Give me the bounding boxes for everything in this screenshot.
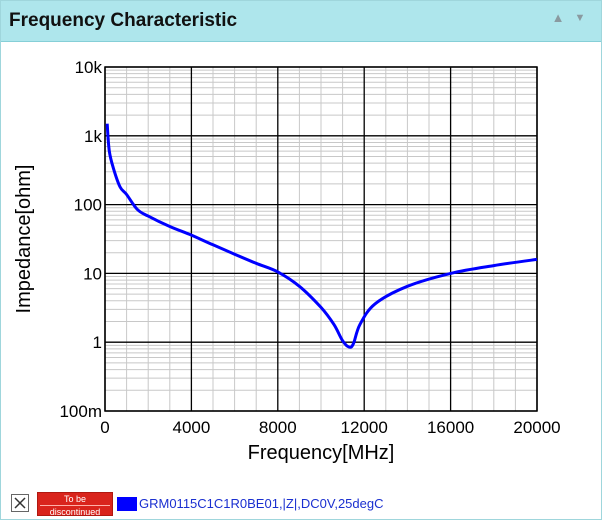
panel-title: Frequency Characteristic <box>9 10 238 31</box>
x-tick-label: 8000 <box>259 418 297 437</box>
y-tick-label: 1 <box>93 333 102 352</box>
y-axis-label: Impedance[ohm] <box>13 165 35 314</box>
y-tick-label: 1k <box>84 127 102 146</box>
series-label[interactable]: GRM0115C1C1R0BE01,|Z|,DC0V,25degC <box>139 496 384 511</box>
menu-arrow-icon[interactable]: ▼ <box>574 12 586 24</box>
plot-frame <box>104 66 538 412</box>
legend: To be discontinued GRM0115C1C1R0BE01,|Z|… <box>11 492 601 517</box>
x-tick-label: 16000 <box>427 418 474 437</box>
series-line <box>105 123 538 349</box>
close-x-icon[interactable] <box>11 494 29 512</box>
impedance-chart: 100m 1 10 100 1k 10k 0 4000 8000 12000 16000 20000 F… <box>13 58 561 464</box>
y-tick-label: 10k <box>75 58 103 77</box>
panel-header: Frequency Characteristic ▲ ▼ <box>1 1 601 42</box>
y-tick-label: 100 <box>74 196 102 215</box>
x-tick-label: 4000 <box>172 418 210 437</box>
badge-line2: discontinued <box>40 505 110 517</box>
x-tick-label: 20000 <box>513 418 560 437</box>
y-tick-label: 100m <box>59 402 102 421</box>
series-color-swatch <box>117 497 137 511</box>
x-tick-label: 0 <box>100 418 109 437</box>
collapse-up-icon[interactable]: ▲ <box>551 10 565 25</box>
x-tick-label: 12000 <box>341 418 388 437</box>
x-axis-label: Frequency[MHz] <box>248 442 395 464</box>
badge-line1: To be <box>63 494 87 504</box>
discontinued-badge: To be discontinued <box>37 492 113 517</box>
y-tick-label: 10 <box>83 264 102 283</box>
